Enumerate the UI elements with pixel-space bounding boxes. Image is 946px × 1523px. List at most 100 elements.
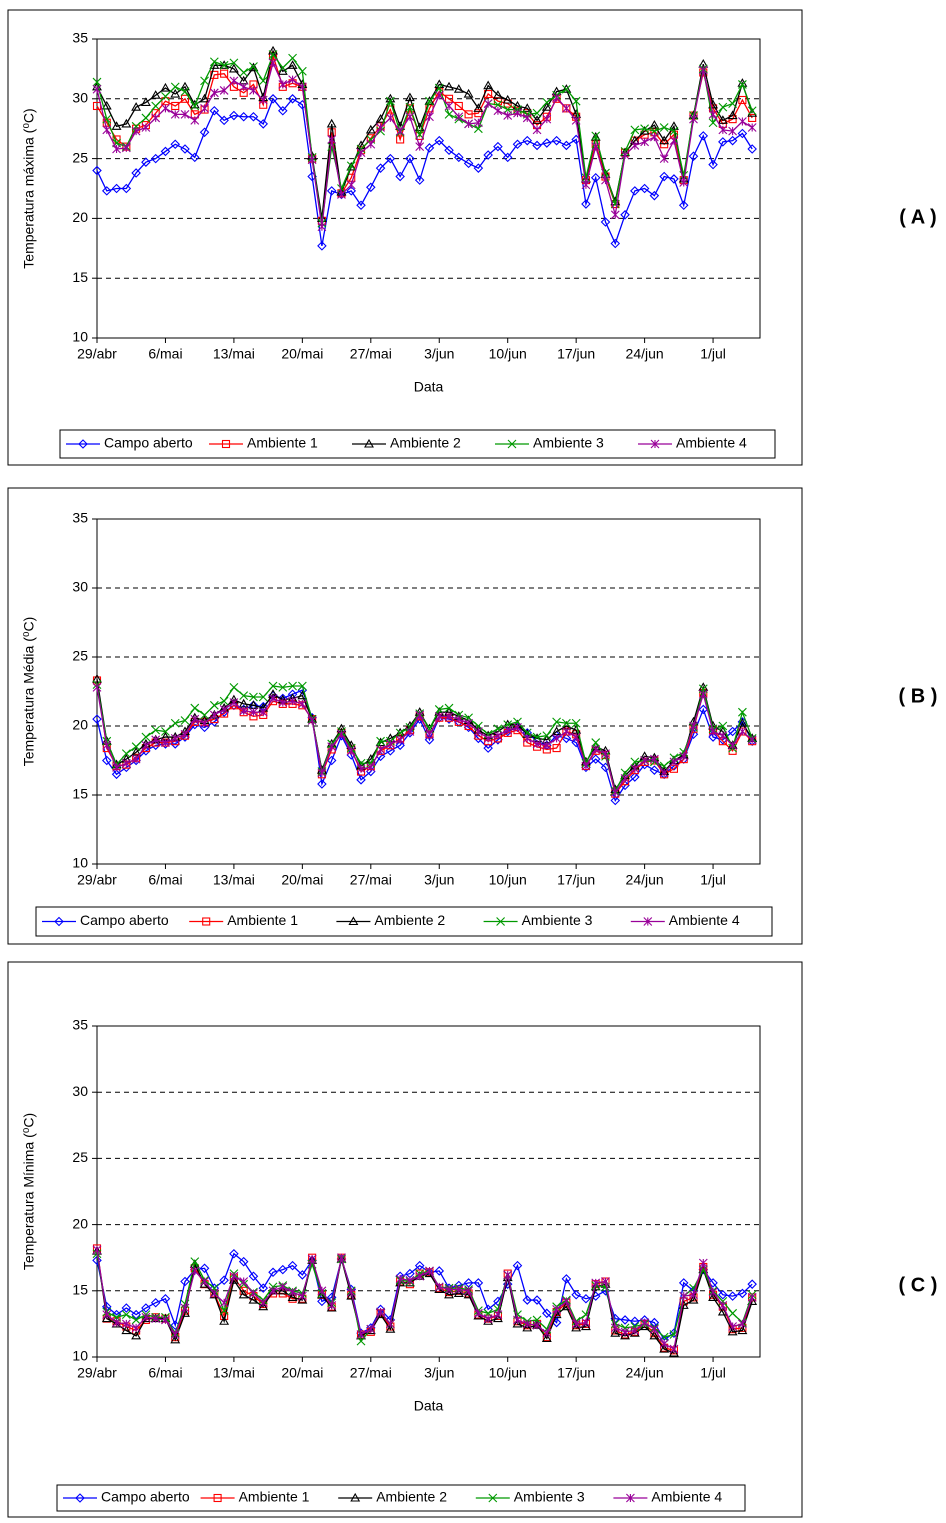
marker (502, 94, 513, 104)
marker (405, 722, 415, 732)
marker (170, 1334, 181, 1344)
marker (424, 143, 435, 153)
marker (376, 745, 385, 754)
marker (659, 154, 669, 163)
marker (141, 1303, 151, 1313)
marker (728, 99, 738, 108)
marker (708, 1278, 718, 1288)
marker (171, 101, 180, 111)
marker (643, 917, 653, 926)
marker (258, 95, 268, 105)
marker (366, 763, 376, 772)
x-tick-label: 10/jun (489, 872, 527, 888)
marker (278, 1264, 288, 1275)
marker (170, 1330, 180, 1339)
marker (209, 57, 219, 67)
marker (522, 734, 532, 743)
marker (415, 710, 425, 720)
marker (502, 726, 513, 737)
marker (542, 1308, 552, 1319)
marker (160, 82, 171, 92)
marker (737, 1325, 748, 1335)
marker (512, 139, 523, 150)
marker (718, 721, 728, 731)
marker (581, 180, 591, 190)
marker (551, 135, 562, 146)
marker (571, 1289, 581, 1300)
marker (650, 754, 659, 764)
marker (229, 110, 239, 121)
marker (288, 75, 297, 85)
marker (229, 58, 239, 68)
marker (552, 744, 561, 753)
marker (190, 703, 200, 713)
marker (396, 135, 405, 144)
marker (258, 76, 268, 86)
marker (532, 108, 542, 118)
marker (121, 1310, 131, 1320)
x-tick-label: 17/jun (557, 346, 595, 362)
marker (454, 112, 464, 122)
marker (337, 729, 346, 739)
marker (639, 183, 650, 194)
x-axis-title: Data (414, 379, 444, 395)
marker (199, 127, 210, 138)
y-axis-title: Temperatura máxima (⁰C) (21, 108, 37, 268)
marker (356, 200, 366, 211)
x-tick-label: 13/mai (213, 872, 255, 888)
marker (170, 82, 180, 92)
marker (630, 1326, 640, 1335)
marker (708, 118, 718, 128)
marker (610, 795, 621, 806)
marker (738, 707, 747, 717)
marker (209, 710, 219, 720)
legend-label: Ambiente 2 (390, 435, 461, 451)
marker (493, 106, 503, 116)
marker (591, 738, 601, 747)
marker (542, 731, 552, 741)
marker (630, 764, 640, 774)
marker (307, 155, 317, 165)
x-tick-label: 1/jul (700, 872, 726, 888)
marker (679, 1291, 689, 1301)
marker (650, 1324, 659, 1334)
marker (228, 63, 239, 73)
y-tick-label: 30 (72, 90, 88, 106)
marker (727, 726, 738, 737)
marker (650, 132, 659, 142)
marker (620, 1330, 631, 1340)
marker (561, 718, 571, 728)
marker (239, 82, 249, 92)
marker (268, 50, 278, 59)
x-tick-label: 6/mai (148, 1365, 182, 1381)
legend-label: Ambiente 2 (376, 1489, 447, 1505)
marker (229, 698, 239, 707)
x-tick-label: 24/jun (626, 346, 664, 362)
x-tick-label: 13/mai (213, 346, 255, 362)
legend-label: Ambiente 3 (522, 912, 593, 928)
y-tick-label: 10 (72, 1348, 88, 1364)
marker (561, 84, 572, 93)
marker (717, 115, 728, 124)
marker (668, 1347, 679, 1357)
marker (708, 732, 718, 742)
marker (356, 1330, 366, 1339)
marker (238, 1256, 249, 1267)
marker (151, 113, 161, 123)
marker (718, 102, 728, 112)
marker (366, 139, 376, 149)
marker (669, 126, 679, 136)
marker (170, 109, 180, 119)
marker (297, 699, 307, 709)
panel-label: ( A ) (899, 206, 936, 228)
marker (444, 703, 454, 713)
marker (180, 729, 190, 739)
marker (454, 152, 464, 163)
marker (229, 1248, 239, 1259)
marker (464, 1286, 473, 1296)
panel-frame (7, 487, 803, 945)
marker (620, 1315, 630, 1325)
marker (601, 175, 610, 185)
marker (474, 109, 483, 118)
marker (121, 1303, 132, 1313)
